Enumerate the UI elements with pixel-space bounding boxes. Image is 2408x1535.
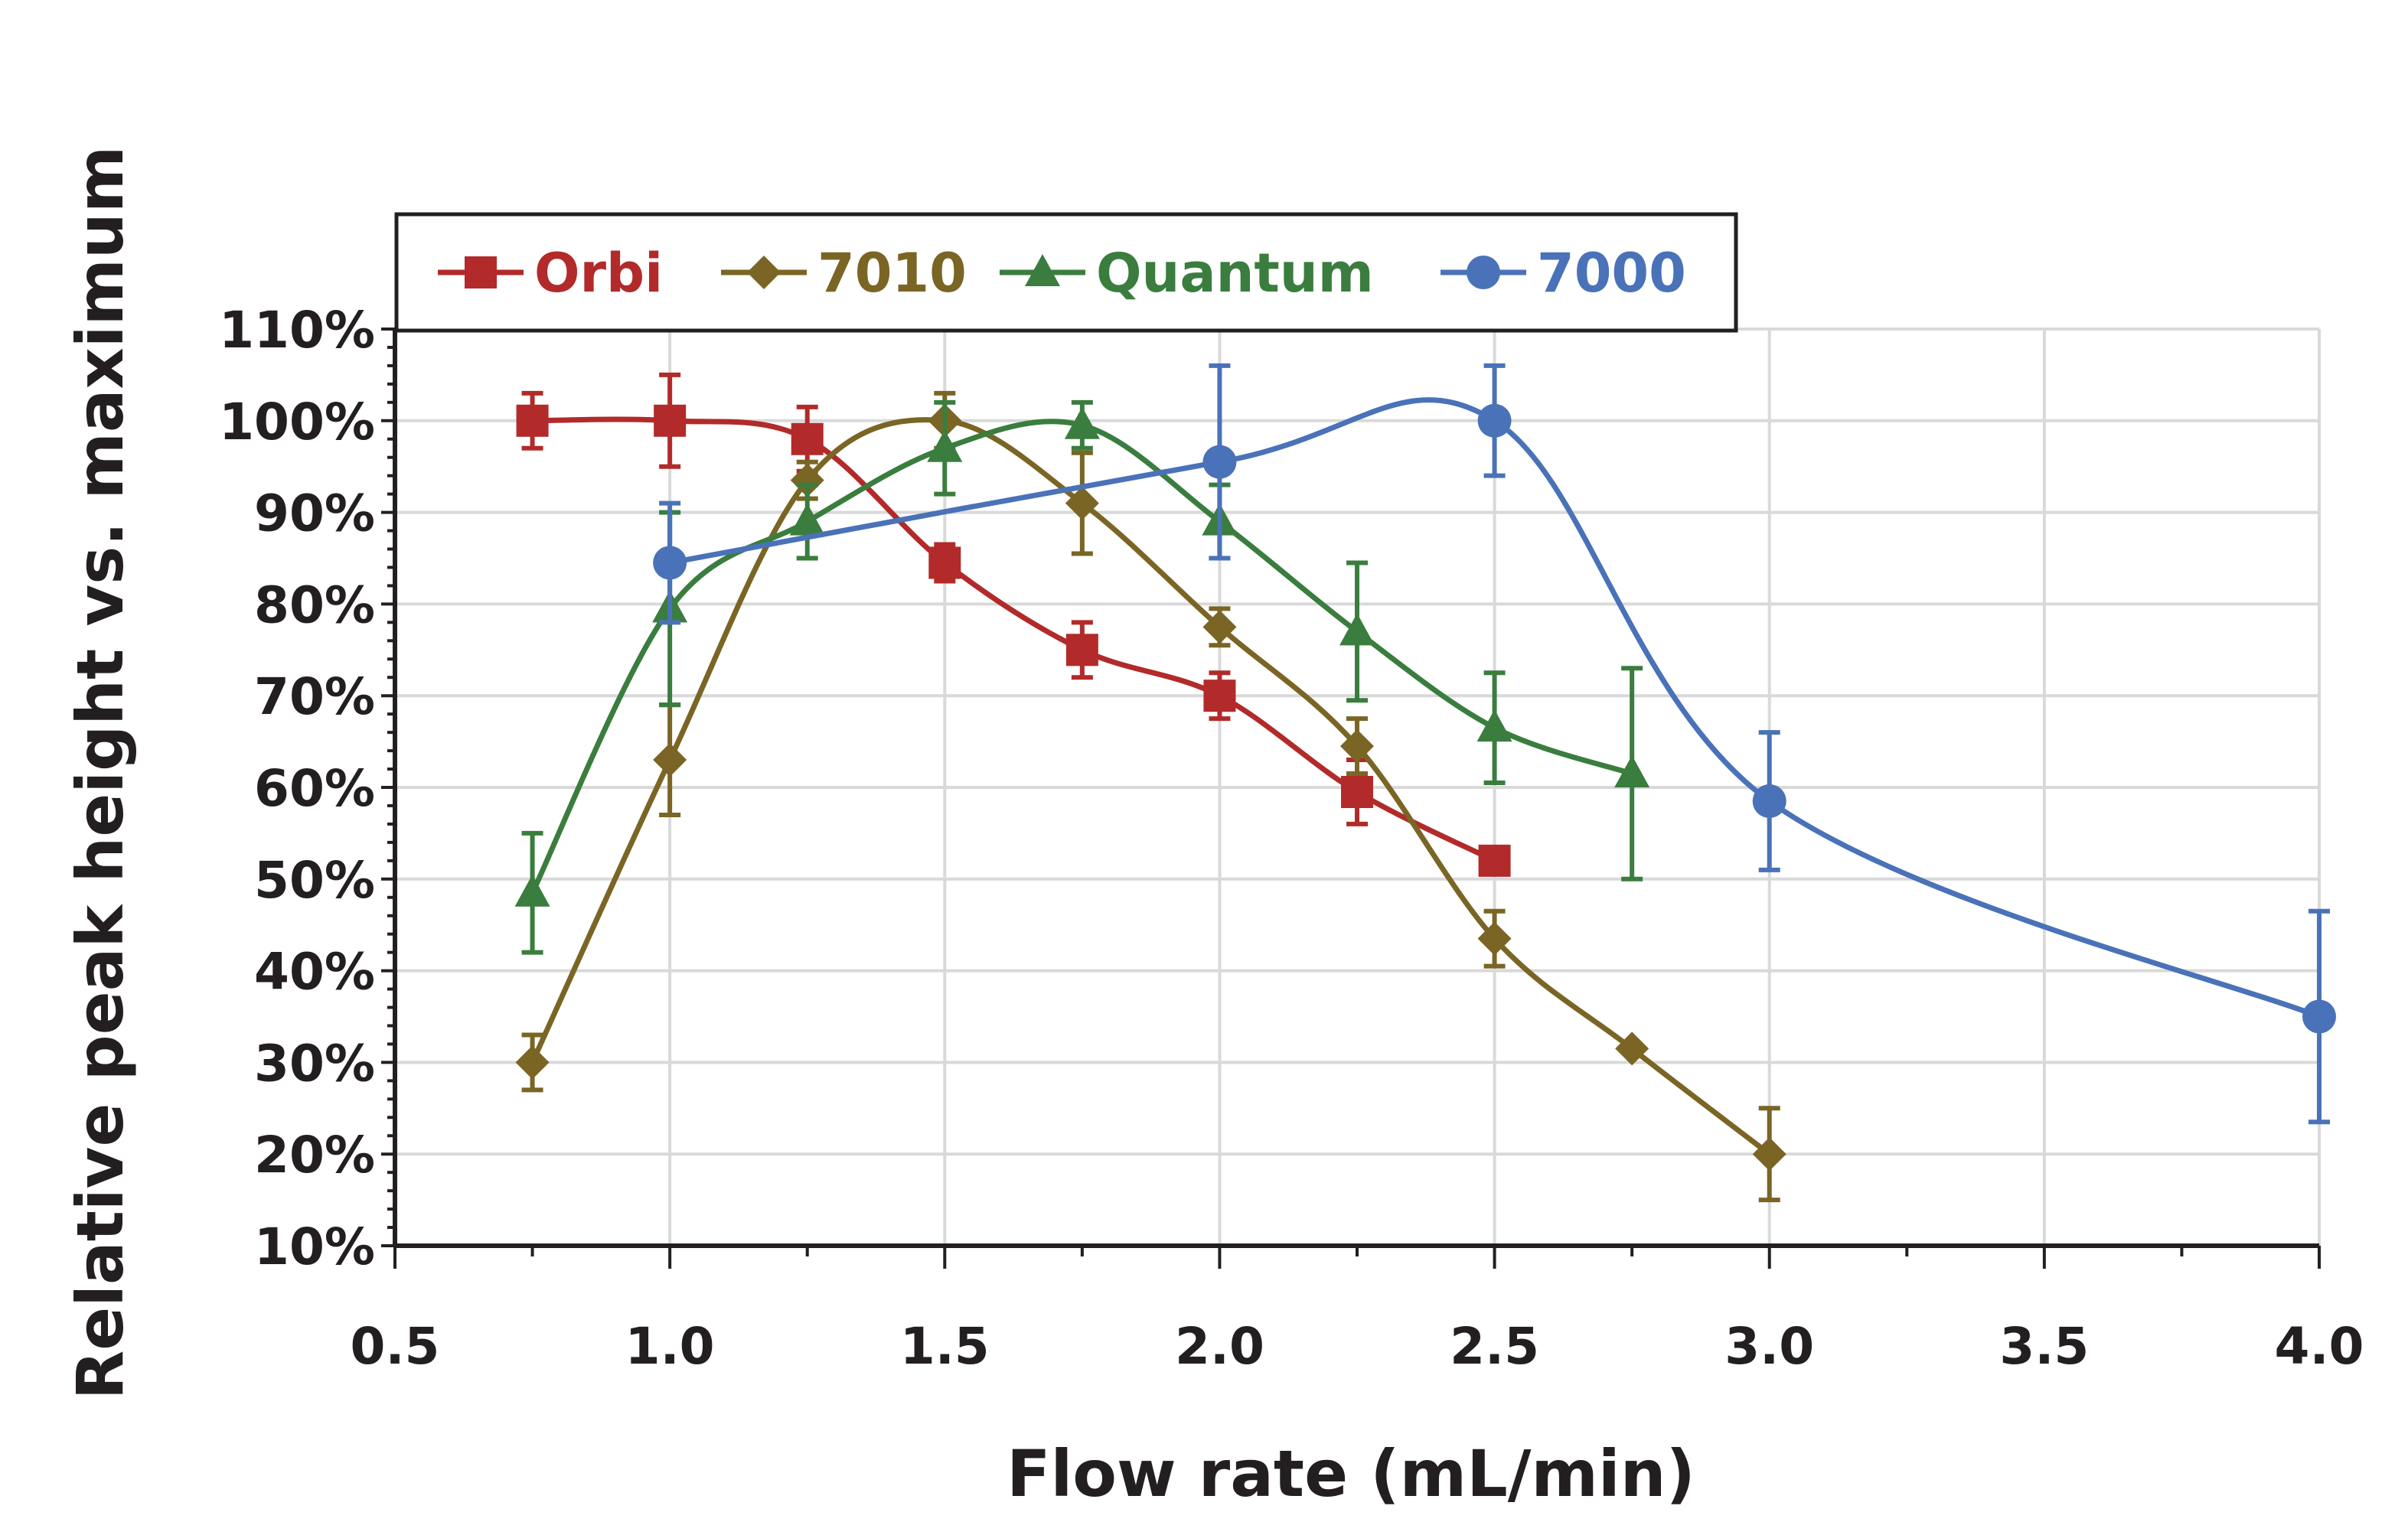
series-line-7000 [669,397,2321,1019]
data-point-7010 [1065,486,1099,520]
x-tick-label: 2.5 [1450,1317,1539,1376]
legend-marker-orbi [465,256,497,288]
y-tick-label: 50% [254,851,375,910]
legend: Orbi 7010 Quantum 7000 [394,212,1738,333]
y-tick-label: 20% [254,1126,375,1185]
x-tick-label: 0.5 [351,1317,440,1376]
data-point-orbi [928,546,961,579]
data-point-7000 [1202,445,1237,479]
data-point-quantum [514,874,550,907]
series-plot-area [514,363,2336,1203]
y-tick-label: 40% [254,943,375,1002]
data-point-quantum [1064,406,1100,439]
data-point-orbi [1065,634,1098,666]
data-point-orbi [1478,844,1511,877]
data-point-orbi [654,404,687,437]
legend-marker-7010 [747,256,781,289]
data-point-7010 [1202,610,1237,644]
y-tick-label: 100% [219,393,375,451]
data-point-7010 [653,743,687,777]
y-tick-label: 80% [254,575,375,634]
series-7000 [653,363,2336,1125]
data-point-quantum [1339,613,1375,646]
x-tick-label: 4.0 [2275,1317,2364,1376]
data-point-orbi [791,422,824,455]
y-tick-label: 110% [219,301,375,360]
legend-item-7010: 7010 [721,242,967,305]
data-point-7010 [1340,729,1374,764]
ticks [381,328,2321,1269]
data-point-7000 [653,546,687,580]
legend-label-orbi: Orbi [534,242,663,305]
data-point-orbi [1341,775,1373,808]
x-tick-label: 2.0 [1175,1317,1264,1376]
data-point-7010 [1477,921,1512,956]
data-point-quantum [789,503,825,536]
legend-label-7000: 7000 [1537,242,1686,305]
x-tick-label: 3.5 [1999,1317,2089,1376]
data-point-7000 [1477,403,1512,438]
data-point-7000 [1752,784,1786,818]
legend-items: Orbi 7010 Quantum 7000 [438,242,1686,305]
legend-item-7000: 7000 [1441,242,1686,305]
legend-item-quantum: Quantum [1000,242,1374,305]
legend-marker-quantum [1025,254,1060,286]
data-point-quantum [1614,755,1650,788]
data-point-orbi [516,404,549,437]
legend-label-quantum: Quantum [1096,242,1374,305]
data-point-7010 [515,1045,550,1080]
series-7010 [515,390,1786,1203]
data-point-7000 [2302,999,2336,1034]
data-point-7010 [1752,1137,1786,1172]
data-point-7010 [790,463,824,497]
y-tick-label: 70% [254,667,375,726]
legend-label-7010: 7010 [817,242,967,305]
y-tick-label: 30% [254,1034,375,1093]
x-tick-label: 1.0 [625,1317,715,1376]
x-tick-label: 3.0 [1724,1317,1814,1376]
legend-item-orbi: Orbi [438,242,663,305]
y-tick-label: 60% [254,759,375,818]
data-point-quantum [1476,709,1512,742]
data-point-quantum [927,429,963,462]
data-point-7010 [1615,1031,1649,1066]
tick-labels: 10% 20% 30% 40% 50% 60% 70% 80% 90% 100% 110% 0.5 1.… [219,301,2364,1376]
x-tick-label: 1.5 [900,1317,990,1376]
y-tick-label: 10% [254,1217,375,1276]
data-point-orbi [1203,680,1236,712]
legend-marker-7000 [1467,256,1500,289]
x-axis-title: Flow rate (mL/min) [1007,1436,1695,1511]
series-line-7010 [530,417,1771,1156]
y-tick-label: 90% [254,484,375,543]
y-axis-title: Relative peak height vs. maximum [63,146,138,1400]
